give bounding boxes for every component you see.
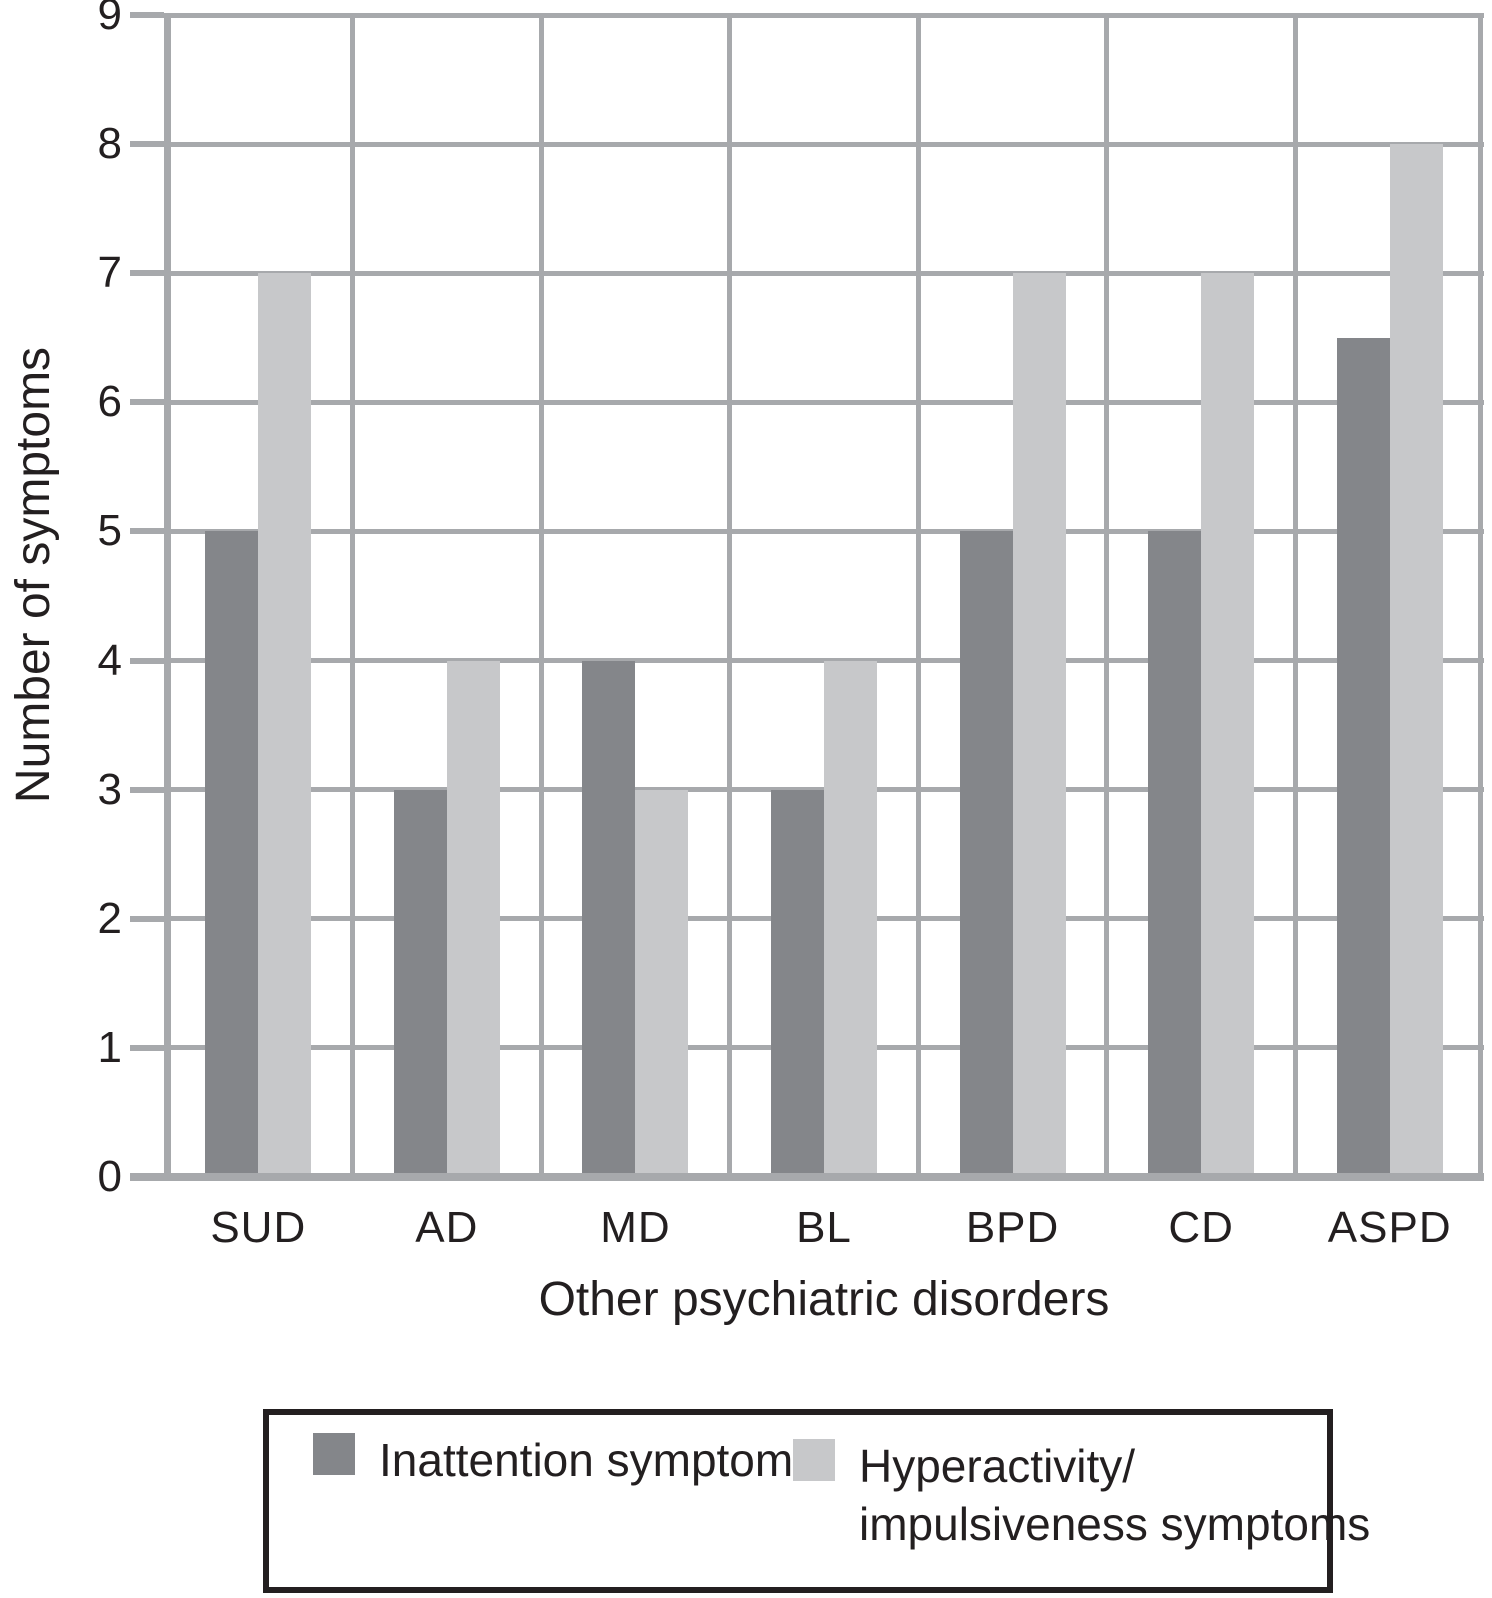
y-tick-6 [130, 399, 164, 406]
legend-label-line-2: impulsiveness symptoms [859, 1498, 1371, 1550]
gridline-vertical-6 [1292, 15, 1298, 1177]
plot-area: SUD AD MD BL BPD CD ASPD 0 1 2 3 4 5 6 7 8 9 [98, 0, 1484, 1252]
gridline-horizontal-7 [164, 270, 1484, 276]
gridline-vertical-1 [350, 15, 356, 1177]
x-tick-label-bpd: BPD [965, 1203, 1060, 1252]
gridline-vertical-3 [727, 15, 733, 1177]
y-tick-label-2: 2 [97, 893, 122, 943]
bar-hyperactivity-ad [446, 660, 500, 1177]
y-tick-1 [130, 1044, 164, 1051]
y-tick-label-0: 0 [97, 1152, 122, 1201]
legend-box: Inattention symptoms Hyperactivity/impuls… [263, 1409, 1370, 1593]
bar-hyperactivity-cd [1201, 273, 1255, 1177]
bar-hyperactivity-bpd [1012, 273, 1066, 1177]
x-tick-label-sud: SUD [210, 1203, 307, 1252]
gridline-horizontal-9 [164, 12, 1484, 18]
y-tick-2 [130, 915, 164, 922]
legend-label-line-1: Inattention symptoms [379, 1434, 817, 1486]
bar-inattention-ad [393, 789, 447, 1177]
x-tick-label-cd: CD [1168, 1203, 1234, 1252]
gridline-horizontal-4 [164, 658, 1484, 664]
bar-inattention-aspd [1336, 337, 1390, 1177]
x-tick-label-bl: BL [796, 1203, 852, 1252]
bar-inattention-bpd [959, 531, 1013, 1177]
y-axis-line [164, 15, 171, 1177]
gridline-horizontal-8 [164, 141, 1484, 147]
y-tick-label-6: 6 [97, 377, 122, 427]
y-tick-5 [130, 528, 164, 535]
y-tick-8 [130, 141, 164, 148]
bar-inattention-sud [205, 531, 259, 1177]
y-tick-label-9: 9 [97, 0, 122, 39]
legend-label-inattention: Inattention symptoms [379, 1431, 816, 1489]
x-tick-label-ad: AD [415, 1203, 479, 1252]
y-axis-title: Number of symptoms [7, 346, 60, 804]
x-axis-title: Other psychiatric disorders [538, 1273, 1110, 1326]
y-tick-label-5: 5 [97, 506, 122, 556]
y-tick-label-4: 4 [97, 635, 122, 685]
y-tick-label-3: 3 [97, 764, 122, 814]
legend-label-line-1: Hyperactivity/ [859, 1440, 1136, 1492]
x-axis-line [130, 1173, 1484, 1181]
y-tick-label-8: 8 [97, 119, 122, 169]
plot-right-border [1478, 15, 1483, 1177]
gridline-vertical-4 [915, 15, 921, 1177]
bar-hyperactivity-aspd [1389, 144, 1443, 1177]
legend-item-hyperactivity: Hyperactivity/impulsiveness symptoms [793, 1437, 1370, 1553]
legend-item-inattention: Inattention symptoms [313, 1431, 816, 1489]
bar-inattention-cd [1148, 531, 1202, 1177]
bar-hyperactivity-md [635, 789, 689, 1177]
bar-hyperactivity-sud [258, 273, 312, 1177]
legend-label-hyperactivity: Hyperactivity/impulsiveness symptoms [859, 1437, 1370, 1553]
y-tick-label-1: 1 [97, 1022, 122, 1072]
gridline-vertical-2 [538, 15, 544, 1177]
legend-swatch-hyperactivity [793, 1439, 835, 1481]
y-tick-7 [130, 270, 164, 277]
bar-inattention-md [582, 660, 636, 1177]
x-tick-label-aspd: ASPD [1327, 1203, 1452, 1252]
x-tick-label-md: MD [600, 1203, 671, 1252]
y-tick-9 [130, 12, 164, 18]
bar-inattention-bl [771, 789, 824, 1177]
y-tick-3 [130, 786, 164, 793]
legend-swatch-inattention [313, 1433, 355, 1475]
gridline-vertical-5 [1104, 15, 1110, 1177]
y-tick-label-7: 7 [97, 248, 122, 298]
y-tick-4 [130, 657, 164, 664]
bar-hyperactivity-bl [824, 660, 877, 1177]
gridline-horizontal-6 [164, 399, 1484, 405]
gridline-horizontal-5 [164, 528, 1484, 534]
